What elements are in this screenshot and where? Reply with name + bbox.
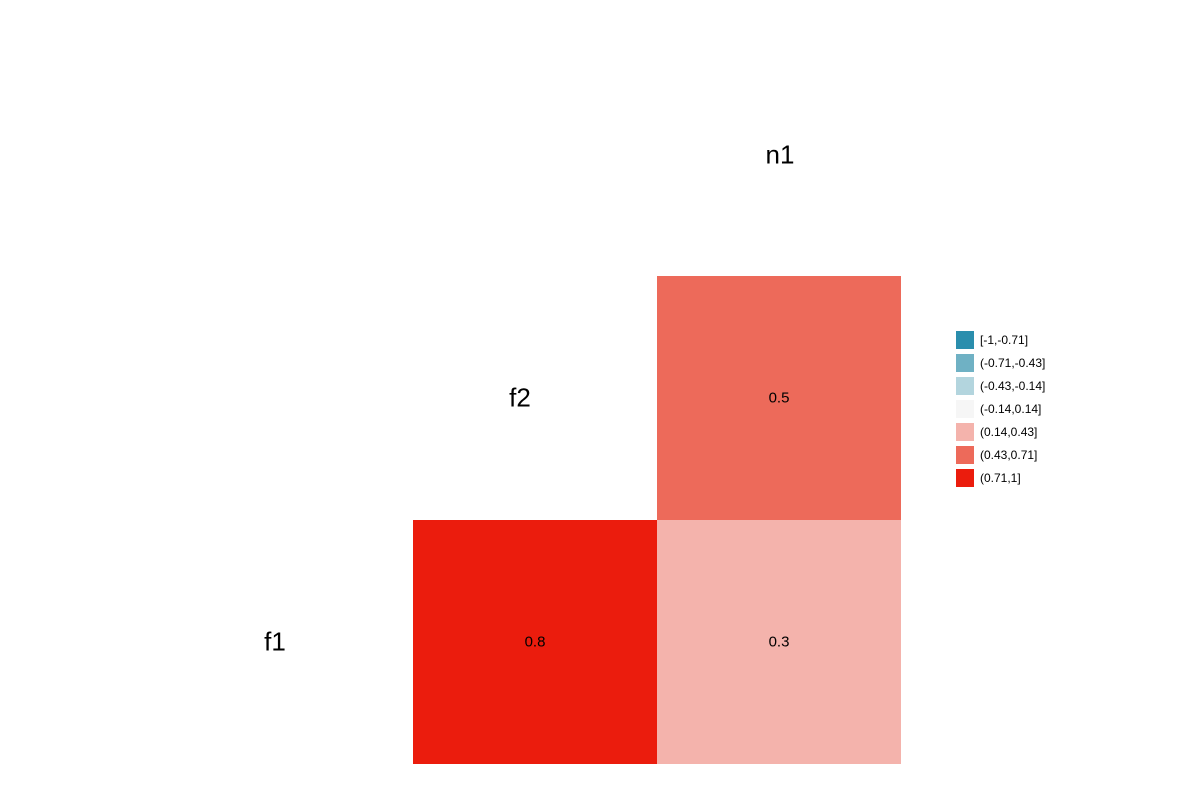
- legend-item: (0.43,0.71]: [956, 443, 1045, 466]
- legend-label: (0.71,1]: [980, 471, 1021, 485]
- legend-swatch: [956, 446, 974, 464]
- legend-item: (-0.43,-0.14]: [956, 374, 1045, 397]
- legend-swatch: [956, 377, 974, 395]
- legend-item: [-1,-0.71]: [956, 328, 1045, 351]
- heatmap-cell-value: 0.8: [525, 634, 546, 651]
- legend-item: (0.14,0.43]: [956, 420, 1045, 443]
- legend-label: (-0.71,-0.43]: [980, 356, 1045, 370]
- row-label: f1: [264, 627, 286, 658]
- col-header-n1: n1: [766, 140, 795, 171]
- legend-label: (0.14,0.43]: [980, 425, 1037, 439]
- legend-swatch: [956, 469, 974, 487]
- legend-item: (-0.14,0.14]: [956, 397, 1045, 420]
- legend-label: [-1,-0.71]: [980, 333, 1028, 347]
- legend-swatch: [956, 400, 974, 418]
- legend-swatch: [956, 423, 974, 441]
- legend-item: (0.71,1]: [956, 466, 1045, 489]
- legend-label: (-0.43,-0.14]: [980, 379, 1045, 393]
- legend-swatch: [956, 331, 974, 349]
- legend-label: (0.43,0.71]: [980, 448, 1037, 462]
- row-label: f2: [509, 383, 531, 414]
- legend-label: (-0.14,0.14]: [980, 402, 1041, 416]
- heatmap-cell-value: 0.3: [769, 634, 790, 651]
- color-legend: [-1,-0.71] (-0.71,-0.43] (-0.43,-0.14] (-0.…: [956, 328, 1045, 489]
- legend-item: (-0.71,-0.43]: [956, 351, 1045, 374]
- legend-swatch: [956, 354, 974, 372]
- heatmap-cell-value: 0.5: [769, 390, 790, 407]
